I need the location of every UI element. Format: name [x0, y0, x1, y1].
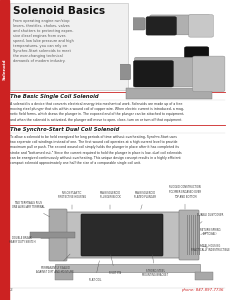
Text: PIVOT PIN: PIVOT PIN [109, 255, 121, 275]
FancyBboxPatch shape [81, 214, 163, 256]
Text: PLIABLE DUSTCOVER: PLIABLE DUSTCOVER [197, 213, 223, 223]
Bar [193, 215, 194, 255]
FancyBboxPatch shape [49, 209, 67, 261]
Text: MAIN SOLENOID
PLATED PLUNGER: MAIN SOLENOID PLATED PLUNGER [134, 191, 156, 209]
Bar [55, 272, 73, 280]
Bar [55, 264, 200, 272]
Text: PERMANENTLY SEALED
AGAINST DIRT AND MOISTURE: PERMANENTLY SEALED AGAINST DIRT AND MOIS… [36, 254, 74, 274]
Bar [195, 272, 213, 280]
Text: From operating engine run/stop
levers, throttles, chokes, valves
and shutters to: From operating engine run/stop levers, t… [13, 19, 74, 63]
Text: To allow a solenoid to be held energized for long periods of time without overhe: To allow a solenoid to be held energized… [10, 135, 182, 165]
Text: FLAT COIL: FLAT COIL [89, 261, 101, 282]
FancyBboxPatch shape [179, 210, 199, 260]
Bar [187, 215, 188, 255]
FancyBboxPatch shape [59, 212, 186, 258]
Text: Solenoid Basics: Solenoid Basics [13, 6, 105, 16]
Text: DOUBLE BREAK
HEAVY DUTY SWITCH: DOUBLE BREAK HEAVY DUTY SWITCH [9, 236, 49, 244]
Text: STRONG STEEL
MOUNTING BRACKET: STRONG STEEL MOUNTING BRACKET [142, 255, 168, 277]
Bar [189, 215, 190, 255]
Text: MAIN SOLENOID
PLUNGER BLOCK: MAIN SOLENOID PLUNGER BLOCK [100, 191, 120, 209]
Bar [195, 215, 196, 255]
Text: The Basic Single Coil Solenoid: The Basic Single Coil Solenoid [10, 94, 99, 99]
Text: STEEL HOUSING
PRACTICALLY INDESTRUCTIBLE: STEEL HOUSING PRACTICALLY INDESTRUCTIBLE [191, 244, 229, 252]
FancyBboxPatch shape [10, 3, 128, 90]
Text: The Synchro-Start Dual Coil Solenoid: The Synchro-Start Dual Coil Solenoid [10, 127, 119, 132]
Text: Solenoid: Solenoid [3, 58, 6, 80]
Text: RETURN SPRING
(OPTIONAL): RETURN SPRING (OPTIONAL) [200, 228, 220, 236]
Bar [0, 0, 9, 300]
Text: 2: 2 [10, 288, 13, 292]
Text: NYLON PLASTIC
PROTECTIVE HOUSING: NYLON PLASTIC PROTECTIVE HOUSING [58, 191, 86, 209]
Text: TWO TERMINALS PLUS
ONE AUXILIARY TERMINAL: TWO TERMINALS PLUS ONE AUXILIARY TERMINA… [12, 201, 50, 217]
Text: phone: 847-897-7736: phone: 847-897-7736 [182, 288, 224, 292]
Bar [199, 215, 200, 255]
Text: RUGGED CONSTRUCTION
POLYMER ENCASED OVER
TOP AND BOTTOM: RUGGED CONSTRUCTION POLYMER ENCASED OVER… [169, 185, 201, 209]
Bar [30, 232, 75, 238]
Text: A solenoid is a device that converts electrical energy into mechanical work. Sol: A solenoid is a device that converts ele… [10, 102, 184, 122]
Bar [191, 215, 192, 255]
Bar [197, 215, 198, 255]
